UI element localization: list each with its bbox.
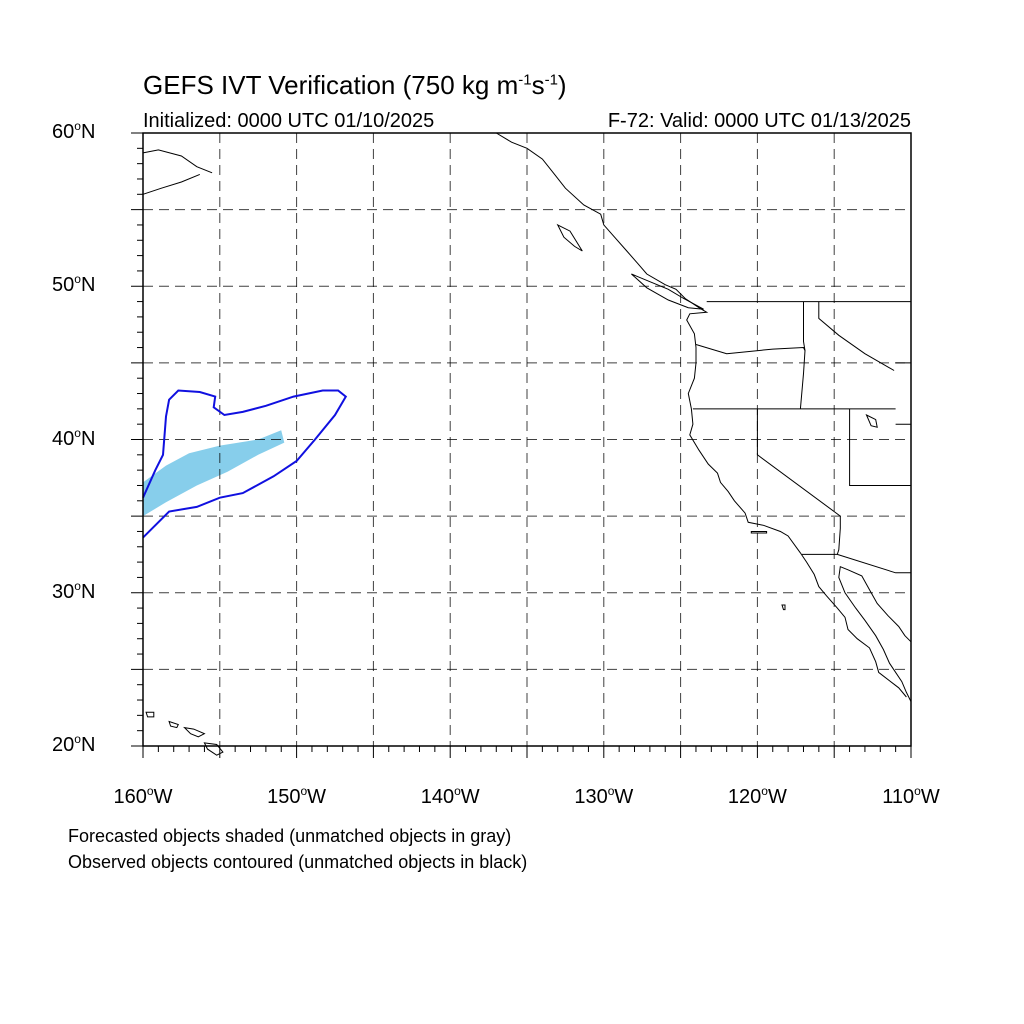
lon-tick-label: 140oW (420, 784, 480, 808)
legend-note-observed: Observed objects contoured (unmatched ob… (68, 852, 528, 872)
lon-tick-label: 110oW (882, 784, 940, 808)
coastline-kodiak (142, 149, 213, 174)
figure-title: GEFS IVT Verification (750 kg m-1s-1) (143, 70, 567, 100)
coastline-west-coast (496, 132, 907, 698)
island-channel-islands (750, 531, 768, 534)
lat-tick-label: 30oN (52, 578, 96, 603)
island-vancouver (631, 273, 704, 310)
island-guadalupe (781, 604, 786, 611)
valid-time: F-72: Valid: 0000 UTC 01/13/2025 (607, 110, 911, 132)
island-maui-molokai (183, 726, 206, 738)
legend-note-forecast: Forecasted objects shaded (unmatched obj… (68, 826, 512, 846)
island-haida-gwaii (556, 223, 583, 252)
border-nevada-utah (849, 408, 911, 486)
lon-tick-label: 120oW (727, 784, 787, 808)
border-montana-wyoming (895, 362, 912, 425)
lon-tick-label: 150oW (267, 784, 327, 808)
great-salt-lake (865, 413, 878, 428)
island-oahu (168, 720, 179, 729)
lat-tick-label: 40oN (52, 425, 96, 450)
lon-tick-label: 130oW (574, 784, 634, 808)
lat-tick-label: 50oN (52, 272, 96, 297)
lat-tick-label: 20oN (52, 732, 96, 756)
border-idaho-west (799, 301, 806, 409)
lon-tick-label: 160oW (113, 784, 173, 808)
island-kauai (145, 711, 155, 718)
initialized-time: Initialized: 0000 UTC 01/10/2025 (143, 110, 435, 132)
border-washington-oregon (695, 344, 806, 355)
border-idaho-montana (818, 301, 895, 371)
border-california-arizona (836, 516, 841, 555)
border-us-mexico (801, 553, 911, 574)
forecast-object-shaded (143, 430, 285, 517)
border-nevada-california (756, 408, 841, 517)
coastline-gulf-of-california (838, 565, 912, 702)
map-frame (142, 132, 912, 747)
lat-tick-label: 60oN (52, 119, 96, 143)
observed-object-contour (142, 389, 348, 539)
coastline-alaska-peninsula (142, 173, 200, 195)
